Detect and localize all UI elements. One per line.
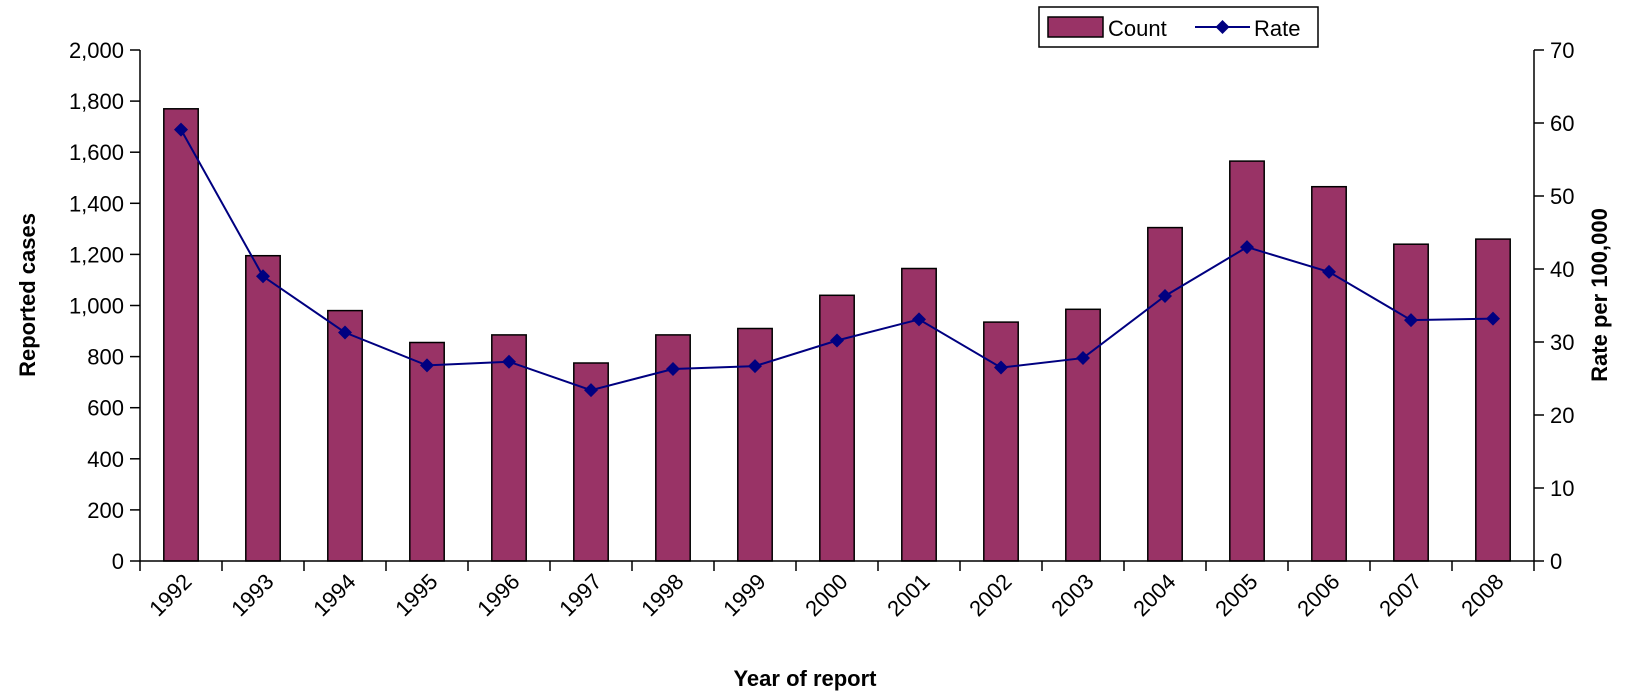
y-left-tick-label: 2,000	[69, 38, 124, 63]
bar-count-2007	[1393, 243, 1429, 562]
x-tick-label-2005: 2005	[1210, 569, 1262, 621]
bar-count-1993	[245, 254, 281, 562]
x-tick-label-1996: 1996	[472, 569, 524, 621]
rate-point-1994	[338, 325, 352, 340]
y-right-tick-label: 20	[1550, 403, 1574, 428]
x-tick-label-1995: 1995	[390, 569, 442, 621]
rate-point-2002	[994, 360, 1008, 375]
y-right-tick-label: 60	[1550, 111, 1574, 136]
x-tick-label-2004: 2004	[1128, 569, 1180, 621]
legend-rate-marker	[1215, 20, 1230, 34]
y-right-tick-label: 10	[1550, 476, 1574, 501]
x-tick-label-2003: 2003	[1046, 569, 1098, 621]
rate-point-1995	[420, 358, 434, 373]
rate-point-2006	[1322, 264, 1336, 279]
bar-count-2005	[1229, 160, 1265, 562]
rate-point-1993	[256, 269, 270, 284]
bar-count-1992	[163, 108, 199, 562]
x-tick-label-1998: 1998	[636, 569, 688, 621]
x-axis-title: Year of report	[733, 666, 877, 691]
x-tick-label-1992: 1992	[144, 569, 196, 621]
x-tick-label-2002: 2002	[964, 569, 1016, 621]
legend-count-label: Count	[1108, 16, 1167, 41]
rate-point-2001	[912, 312, 926, 327]
rate-point-1998	[666, 362, 680, 377]
x-tick-label-2006: 2006	[1292, 569, 1344, 621]
y-right-tick-label: 30	[1550, 330, 1574, 355]
y-left-tick-label: 1,800	[69, 89, 124, 114]
rate-point-2005	[1240, 240, 1254, 255]
y-right-tick-label: 50	[1550, 184, 1574, 209]
y-right-tick-label: 0	[1550, 549, 1562, 574]
rate-point-1992	[174, 122, 188, 137]
y-axis-title-right: Rate per 100,000	[1587, 208, 1612, 382]
rate-point-1997	[584, 383, 598, 398]
y-left-tick-label: 1,400	[69, 191, 124, 216]
bar-count-1995	[409, 341, 445, 562]
bar-count-2003	[1065, 308, 1101, 562]
y-left-tick-label: 400	[87, 447, 124, 472]
rate-point-2008	[1486, 311, 1500, 326]
y-right-tick-label: 40	[1550, 257, 1574, 282]
y-left-tick-label: 1,600	[69, 140, 124, 165]
bar-count-1994	[327, 309, 363, 562]
bar-count-2002	[983, 321, 1019, 562]
x-tick-label-1999: 1999	[718, 569, 770, 621]
y-left-tick-label: 1,200	[69, 242, 124, 267]
legend-count-swatch	[1047, 16, 1104, 38]
legend: Count Rate	[1038, 6, 1319, 48]
legend-box	[1038, 6, 1319, 48]
rate-point-2000	[830, 333, 844, 348]
x-tick-label-1997: 1997	[554, 569, 606, 621]
y-left-tick-label: 1,000	[69, 294, 124, 319]
x-tick-label-2007: 2007	[1374, 569, 1426, 621]
y-axis-title-left: Reported cases	[15, 213, 40, 377]
bar-count-1996	[491, 334, 527, 562]
y-left-tick-label: 200	[87, 498, 124, 523]
bar-count-2006	[1311, 185, 1347, 562]
y-right-tick-label: 70	[1550, 38, 1574, 63]
y-left-tick-label: 600	[87, 396, 124, 421]
bar-count-2004	[1147, 226, 1183, 562]
rate-point-2007	[1404, 313, 1418, 328]
rate-line-series	[174, 122, 1500, 398]
y-left-tick-label: 0	[112, 549, 124, 574]
x-tick-label-2001: 2001	[882, 569, 934, 621]
rate-point-1996	[502, 354, 516, 369]
x-tick-label-2000: 2000	[800, 569, 852, 621]
x-tick-label-1994: 1994	[308, 569, 360, 621]
bar-count-2008	[1475, 238, 1511, 562]
x-tick-label-1993: 1993	[226, 569, 278, 621]
rate-point-2004	[1158, 289, 1172, 304]
rate-point-2003	[1076, 351, 1090, 366]
y-left-tick-label: 800	[87, 345, 124, 370]
x-tick-label-2008: 2008	[1456, 569, 1508, 621]
legend-rate-label: Rate	[1254, 16, 1300, 41]
rate-point-1999	[748, 359, 762, 374]
